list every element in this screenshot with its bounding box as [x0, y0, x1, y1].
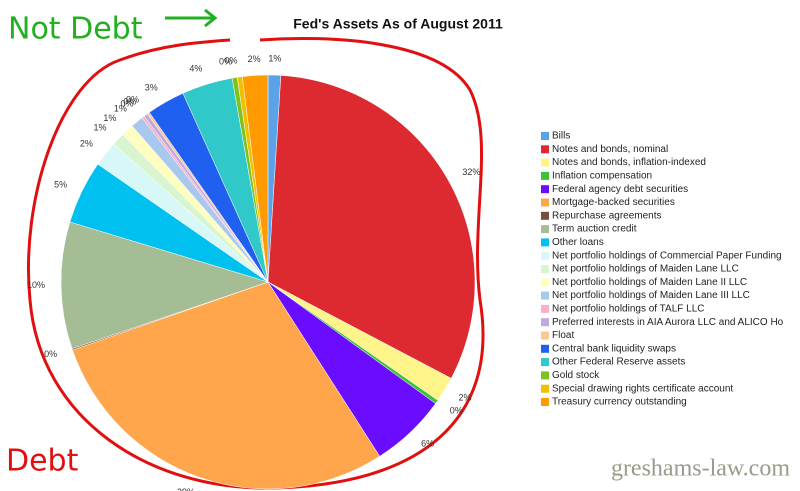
legend-label: Treasury currency outstanding	[552, 397, 687, 408]
legend-label: Other loans	[552, 237, 604, 248]
legend-swatch	[541, 384, 549, 393]
legend-swatch	[541, 278, 549, 287]
slice-label: 0%	[120, 99, 133, 109]
legend-label: Notes and bonds, nominal	[552, 144, 668, 155]
legend-label: Net portfolio holdings of Maiden Lane II…	[552, 277, 747, 288]
legend-swatch	[541, 371, 549, 380]
legend-label: Federal agency debt securities	[552, 184, 688, 195]
slice-label: 2%	[248, 54, 261, 64]
legend-swatch	[541, 265, 549, 273]
legend-swatch	[541, 132, 549, 140]
slice-label: 6%	[421, 439, 434, 449]
legend-swatch	[541, 225, 549, 234]
legend-label: Notes and bonds, inflation-indexed	[552, 157, 706, 168]
legend-swatch	[541, 171, 549, 180]
slice-label: 0%	[219, 56, 232, 66]
legend-swatch	[541, 145, 549, 154]
legend-label: Repurchase agreements	[552, 210, 662, 221]
slice-label: 0%	[450, 406, 463, 416]
arrow	[165, 8, 218, 28]
slice-label: 2%	[459, 392, 472, 402]
legend-label: Bills	[552, 131, 570, 142]
legend-label: Term auction credit	[552, 224, 637, 235]
legend-swatch	[541, 358, 549, 367]
legend-swatch	[541, 238, 549, 247]
legend-label: Float	[552, 330, 574, 341]
legend-label: Net portfolio holdings of Maiden Lane LL…	[552, 264, 739, 275]
slice-label: 1%	[103, 113, 116, 123]
slice-label: 4%	[189, 63, 202, 73]
slice-label: 0%	[126, 94, 139, 104]
legend-label: Other Federal Reserve assets	[552, 357, 685, 368]
slice-label: 1%	[268, 53, 281, 63]
legend-swatch	[541, 211, 549, 220]
watermark: greshams-law.com	[611, 456, 790, 482]
legend-label: Central bank liquidity swaps	[552, 343, 676, 354]
slice-label: 0%	[123, 96, 136, 106]
legend-label: Gold stock	[552, 370, 600, 381]
legend-swatch	[541, 198, 549, 207]
pie-slice	[242, 74, 269, 283]
slice-label: 10%	[27, 280, 45, 290]
slice-label: 32%	[462, 167, 480, 177]
legend-swatch	[541, 398, 549, 406]
legend-swatch	[541, 251, 549, 260]
legend-label: Special drawing rights certificate accou…	[552, 383, 733, 394]
slice-label: 2%	[80, 138, 93, 148]
legend-label: Net portfolio holdings of Commercial Pap…	[552, 250, 782, 261]
slice-label: 5%	[54, 179, 67, 189]
legend-swatch	[541, 158, 549, 167]
legend-label: Preferred interests in AIA Aurora LLC an…	[552, 317, 784, 328]
pie-slice	[60, 221, 269, 350]
legend-swatch	[541, 331, 549, 340]
slice-label: 0%	[225, 55, 238, 65]
slice-label: 0%	[44, 349, 57, 359]
legend-label: Net portfolio holdings of Maiden Lane II…	[552, 290, 750, 301]
pie-slice	[267, 75, 476, 379]
annotation: Not Debt	[8, 12, 143, 47]
slice-label: 1%	[94, 123, 107, 133]
legend-label: Mortgage-backed securities	[552, 197, 675, 208]
legend-swatch	[541, 318, 549, 327]
pie-slice	[72, 281, 381, 490]
legend-swatch	[541, 304, 549, 313]
legend-swatch	[541, 344, 549, 353]
slice-label: 1%	[114, 104, 127, 114]
legend-swatch	[541, 185, 549, 194]
slice-label: 3%	[145, 83, 158, 93]
chart-title: Fed's Assets As of August 2011	[293, 16, 503, 32]
annotation: Debt	[6, 444, 79, 479]
slice-label: 29%	[177, 487, 195, 491]
legend-swatch	[541, 291, 549, 300]
legend-label: Inflation compensation	[552, 171, 652, 182]
legend-label: Net portfolio holdings of TALF LLC	[552, 304, 705, 315]
scribble-circle	[26, 36, 485, 490]
